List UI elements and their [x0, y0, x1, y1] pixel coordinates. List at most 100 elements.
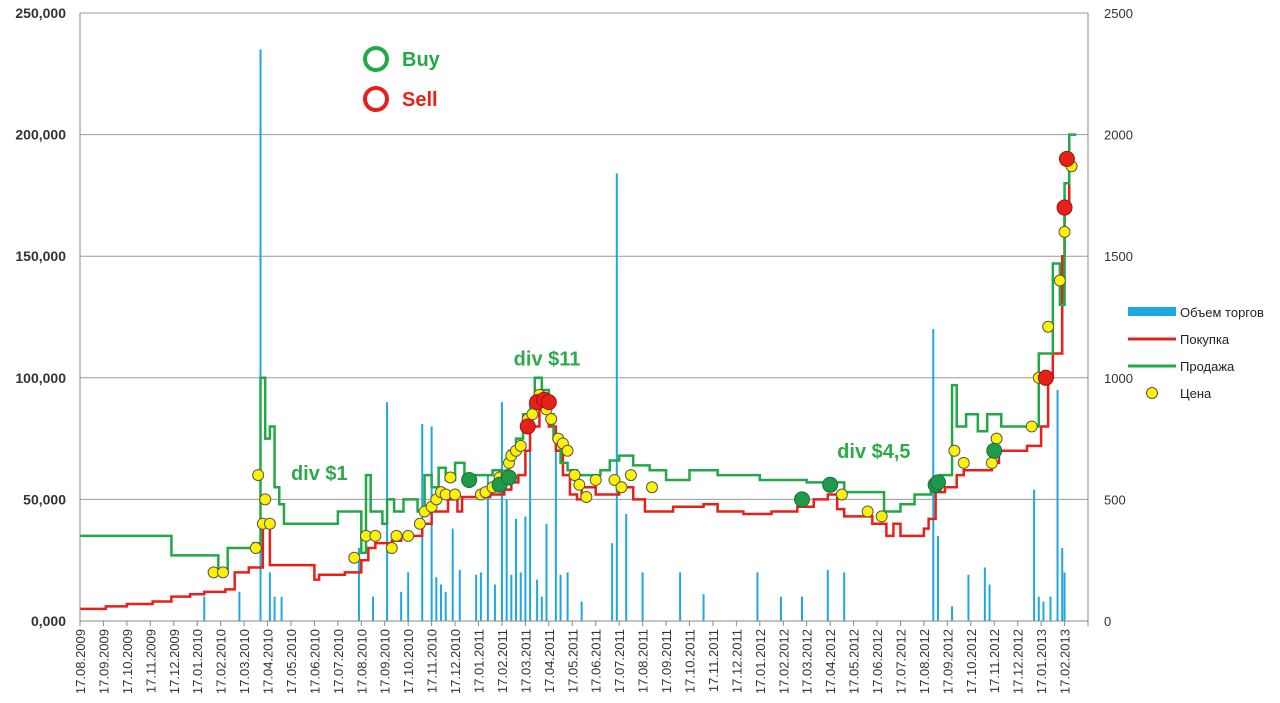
volume-bar: [566, 572, 569, 621]
x-tick-label: 17.02.2013: [1058, 629, 1073, 694]
x-tick-label: 17.11.2012: [987, 629, 1002, 693]
price-marker: [1042, 320, 1055, 333]
right-tick-label: 500: [1104, 492, 1126, 507]
price-marker: [1058, 225, 1071, 238]
right-tick-label: 1500: [1104, 249, 1133, 264]
sell-point: [540, 394, 557, 411]
price-marker: [444, 471, 457, 484]
price-marker: [608, 473, 621, 486]
volume-bar: [529, 402, 532, 621]
price-marker: [545, 413, 558, 426]
sell-point: [1056, 199, 1073, 216]
x-tick-label: 17.09.2009: [96, 629, 111, 694]
right-tick-label: 1000: [1104, 371, 1133, 386]
volume-bar: [826, 569, 829, 621]
x-tick-label: 17.06.2011: [589, 629, 604, 693]
volume-bar: [801, 596, 804, 621]
price-marker: [216, 566, 229, 579]
legend-label: Объем торгов: [1180, 305, 1264, 320]
buy-point: [822, 476, 839, 493]
x-tick-label: 17.02.2011: [495, 629, 510, 693]
buy-point: [986, 442, 1003, 459]
x-tick-label: 17.04.2010: [261, 629, 276, 694]
price-marker: [263, 517, 276, 530]
x-tick-label: 17.10.2011: [682, 629, 697, 693]
right-tick-label: 2000: [1104, 128, 1133, 143]
volume-bar: [238, 591, 241, 621]
price-marker: [568, 469, 581, 482]
price-marker: [645, 481, 658, 494]
axes: [79, 13, 1089, 626]
price-marker: [514, 439, 527, 452]
x-tick-label: 17.06.2010: [307, 629, 322, 694]
volume-bar: [440, 584, 443, 621]
price-marker: [369, 529, 382, 542]
volume-bar: [259, 49, 262, 622]
volume-bar: [493, 584, 496, 621]
x-tick-label: 17.08.2012: [917, 629, 932, 694]
x-tick-label: 17.11.2011: [706, 629, 721, 692]
left-tick-label: 250,000: [15, 5, 66, 21]
volume-bar: [407, 572, 410, 621]
volume-bar: [936, 535, 939, 621]
volume-bar: [1037, 596, 1040, 621]
volume-bar: [435, 577, 438, 621]
x-tick-label: 17.03.2011: [518, 629, 533, 693]
volume-bar: [988, 584, 991, 621]
volume-bar: [500, 402, 503, 621]
x-tick-label: 17.12.2010: [448, 629, 463, 694]
volume-bar: [486, 475, 489, 621]
x-tick-label: 17.09.2012: [940, 629, 955, 694]
price-marker: [249, 542, 262, 555]
price-marker: [252, 469, 265, 482]
price-marker: [875, 510, 888, 523]
price-marker: [580, 490, 593, 503]
price-marker: [957, 456, 970, 469]
legend: Объем торгов Покупка Продажа Цена: [1128, 305, 1264, 401]
volume-bar: [580, 601, 583, 621]
volume-bar: [1061, 548, 1064, 621]
x-tick-label: 17.01.2010: [190, 629, 205, 694]
x-tick-label: 17.08.2010: [354, 629, 369, 694]
x-tick-label: 17.10.2010: [401, 629, 416, 694]
price-marker: [390, 529, 403, 542]
volume-bar: [536, 579, 539, 621]
price-marker: [449, 488, 462, 501]
legend-swatch-marker: [1146, 387, 1158, 399]
x-tick-label: 17.07.2011: [612, 629, 627, 693]
price-marker: [561, 444, 574, 457]
price-marker: [985, 456, 998, 469]
x-tick-label: 17.11.2009: [143, 629, 158, 693]
grid-lines: [80, 12, 1088, 500]
volume-bar: [932, 329, 935, 621]
volume-bar: [515, 518, 518, 621]
buy-point: [794, 491, 811, 508]
volume-bar: [475, 574, 478, 621]
volume-bar: [519, 572, 522, 621]
right-tick-label: 2500: [1104, 6, 1133, 21]
price-marker: [259, 493, 272, 506]
x-tick-label: 17.05.2012: [847, 629, 862, 694]
price-marker: [573, 478, 586, 491]
signal-legend-circle: [363, 86, 389, 112]
series-line-buy: [80, 158, 1071, 611]
buy-point: [929, 474, 946, 491]
left-tick-label: 50,000: [23, 491, 66, 507]
volume-bar: [280, 596, 283, 621]
price-marker: [413, 517, 426, 530]
volume-bar: [451, 528, 454, 621]
volume-bar: [625, 513, 628, 621]
x-tick-label: 17.01.2012: [753, 629, 768, 694]
x-tick-label: 17.07.2010: [331, 629, 346, 694]
volume-bar: [372, 596, 375, 621]
volume-bar: [545, 523, 548, 621]
volume-bar: [1056, 389, 1059, 621]
volume-bar: [505, 499, 508, 621]
volume-bar: [967, 574, 970, 621]
volume-bar: [273, 596, 276, 621]
volume-bar: [554, 450, 557, 621]
signal-legend-circle: [363, 46, 389, 72]
volume-bar: [843, 572, 846, 621]
sell-point: [1058, 150, 1075, 167]
volume-bar: [203, 596, 206, 621]
